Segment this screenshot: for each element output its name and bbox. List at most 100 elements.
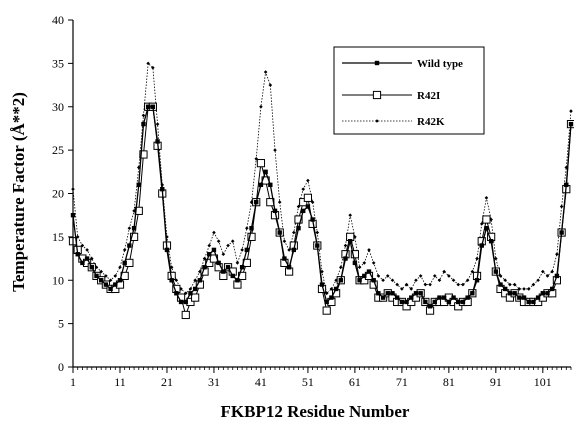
data-point: [239, 265, 245, 270]
data-point: [564, 182, 569, 188]
legend-item: R42K: [342, 116, 445, 128]
data-point: [303, 193, 313, 202]
data-point: [329, 295, 334, 300]
data-point: [498, 282, 503, 287]
data-point: [357, 265, 362, 270]
data-point: [423, 299, 428, 305]
data-point: [294, 215, 303, 224]
data-point: [494, 256, 498, 261]
data-point: [122, 260, 127, 266]
legend-label: R42K: [417, 116, 445, 128]
data-point: [155, 122, 160, 126]
data-point: [286, 265, 292, 270]
data-point: [103, 282, 109, 287]
data-point: [118, 265, 122, 270]
data-point: [376, 274, 381, 278]
data-point: [569, 109, 573, 113]
y-tick-label: 5: [58, 317, 64, 331]
data-point: [202, 265, 207, 270]
plot-area: [68, 61, 574, 320]
x-tick-label: 71: [396, 375, 408, 389]
data-point: [347, 239, 353, 244]
data-point: [129, 232, 139, 241]
legend-item: R42I: [342, 90, 440, 102]
data-point: [145, 104, 151, 109]
data-point: [134, 206, 143, 215]
legend-marker: [374, 60, 380, 66]
data-point: [371, 261, 376, 265]
data-point: [254, 199, 259, 205]
data-point: [531, 299, 536, 305]
data-point: [179, 287, 183, 291]
data-point: [141, 121, 146, 127]
data-point: [503, 286, 508, 292]
data-point: [188, 291, 193, 296]
data-point: [465, 278, 470, 283]
data-point: [428, 282, 432, 287]
data-point: [160, 186, 165, 192]
data-point: [400, 287, 404, 291]
data-point: [432, 274, 437, 278]
data-point: [333, 286, 339, 292]
series-wild-type: [70, 104, 574, 309]
data-point: [545, 291, 550, 296]
data-point: [146, 61, 150, 66]
data-point: [541, 269, 545, 274]
x-tick-label: 101: [534, 375, 552, 389]
data-point: [564, 165, 569, 170]
data-point: [329, 287, 334, 291]
data-point: [155, 139, 160, 144]
data-point: [484, 226, 489, 231]
data-point: [221, 269, 226, 274]
data-point: [554, 273, 560, 279]
data-point: [259, 104, 263, 109]
data-point: [277, 230, 282, 235]
y-tick-label: 40: [52, 13, 64, 27]
data-point: [367, 248, 371, 252]
data-point: [319, 282, 325, 287]
data-point: [522, 287, 526, 291]
data-point: [479, 243, 484, 248]
data-point: [258, 182, 264, 188]
data-point: [108, 286, 113, 292]
x-tick-label: 31: [208, 375, 220, 389]
data-point: [536, 278, 540, 283]
series-line: [72, 106, 572, 308]
data-point: [315, 243, 320, 248]
data-point: [484, 196, 489, 200]
data-point: [211, 247, 217, 253]
data-point: [324, 299, 329, 305]
data-point: [287, 248, 291, 252]
data-point: [315, 230, 320, 235]
data-point: [512, 282, 517, 287]
data-point: [555, 252, 559, 257]
data-point: [256, 159, 266, 168]
data-point: [343, 256, 348, 261]
legend-item: Wild type: [342, 58, 463, 70]
data-point: [399, 299, 405, 305]
series-r42i: [68, 102, 574, 320]
data-point: [301, 187, 306, 191]
data-point: [225, 265, 231, 270]
data-point: [268, 182, 273, 188]
data-point: [292, 230, 296, 235]
data-point: [461, 282, 465, 287]
data-point: [207, 252, 212, 257]
data-point: [479, 222, 484, 226]
x-tick-label: 61: [349, 375, 361, 389]
data-point: [263, 169, 268, 175]
data-point: [75, 252, 80, 257]
data-point: [181, 310, 190, 320]
data-point: [395, 282, 399, 287]
data-point: [305, 204, 311, 209]
data-point: [85, 248, 89, 252]
data-point: [371, 278, 376, 283]
data-point: [192, 286, 198, 292]
series-r42k: [71, 61, 573, 296]
data-point: [550, 286, 555, 292]
data-point: [474, 278, 480, 283]
x-tick-label: 21: [161, 375, 173, 389]
data-point: [334, 278, 338, 283]
data-point: [282, 256, 287, 261]
data-point: [451, 278, 456, 283]
